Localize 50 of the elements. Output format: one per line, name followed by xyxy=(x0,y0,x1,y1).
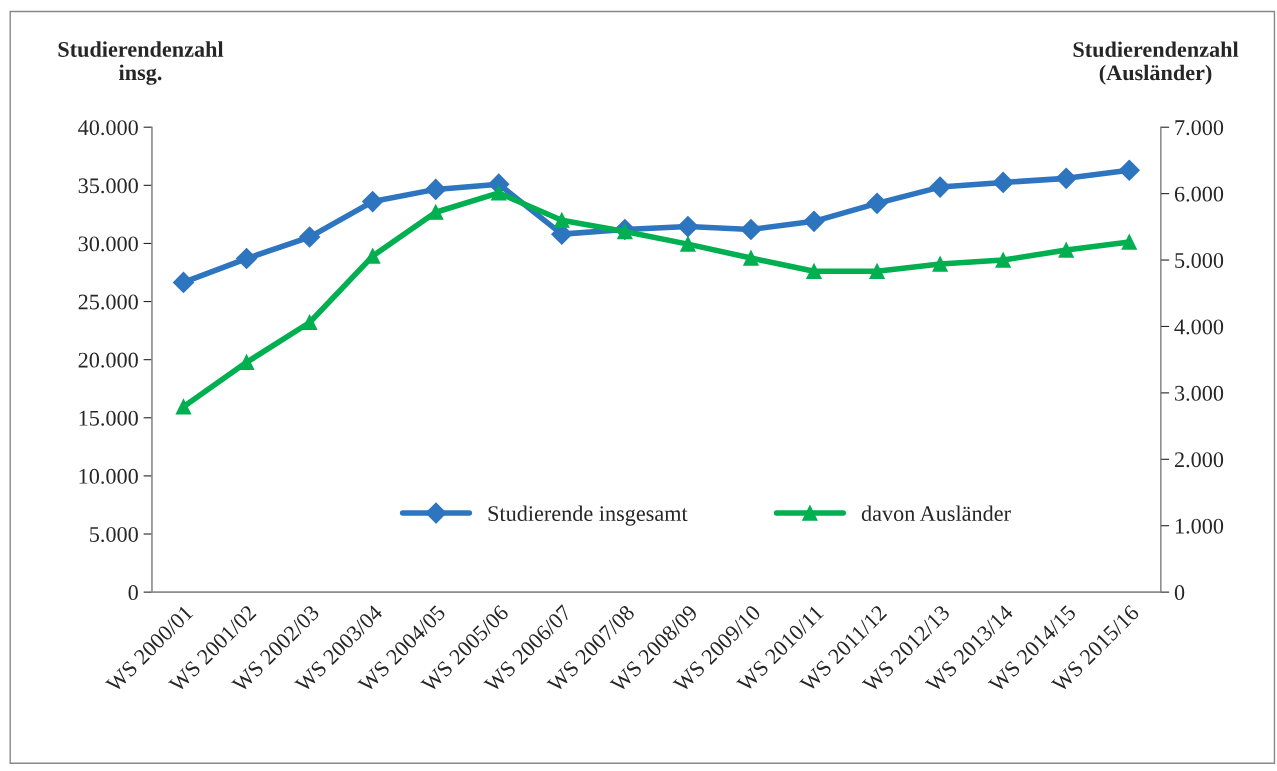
point xyxy=(932,256,948,272)
y-tick-label: 20.000 xyxy=(78,352,138,368)
point xyxy=(301,314,318,331)
point xyxy=(1058,242,1074,258)
point xyxy=(995,252,1011,268)
point xyxy=(365,248,381,264)
point xyxy=(677,216,699,238)
y-axis-title: Studierendenzahl insg. xyxy=(58,41,224,85)
point xyxy=(491,185,507,201)
point xyxy=(1055,167,1077,189)
point xyxy=(172,271,195,293)
point xyxy=(740,218,762,241)
y-tick-label: 5.000 xyxy=(90,526,138,543)
point xyxy=(1118,159,1140,181)
point xyxy=(238,354,255,370)
y2-tick-label: 3.000 xyxy=(1175,385,1224,401)
point xyxy=(869,263,885,279)
point xyxy=(299,226,321,248)
y2-axis-title: Studierendenzahl (Ausländer) xyxy=(1073,41,1239,85)
y-tick-label: 40.000 xyxy=(78,120,138,136)
point xyxy=(1121,234,1137,250)
y2-tick-label: 0 xyxy=(1174,585,1185,601)
y-tick-label: 35.000 xyxy=(78,178,138,194)
y2-tick-label: 5.000 xyxy=(1175,252,1224,269)
y2-tick-label: 6.000 xyxy=(1174,186,1224,202)
point xyxy=(803,210,825,232)
y2-tick-label: 7.000 xyxy=(1175,120,1224,136)
point xyxy=(806,263,822,279)
y-tick-label: 30.000 xyxy=(78,236,138,252)
y2-tick-label: 4.000 xyxy=(1174,319,1224,335)
y2-tick-label: 2.000 xyxy=(1174,452,1224,468)
point xyxy=(175,399,192,415)
point xyxy=(362,191,384,213)
y-tick-label: 15.000 xyxy=(79,410,138,426)
legend-label: Studierende insgesamt xyxy=(488,505,688,526)
legend-label: davon Ausländer xyxy=(861,505,1011,522)
point xyxy=(236,248,258,270)
point xyxy=(425,178,447,200)
y2-tick-label: 1.000 xyxy=(1175,518,1224,534)
point xyxy=(680,236,696,252)
point xyxy=(992,171,1014,193)
point xyxy=(554,212,570,228)
point xyxy=(866,192,888,214)
point xyxy=(617,223,633,240)
y-tick-label: 10.000 xyxy=(79,468,138,484)
point xyxy=(929,176,951,198)
y-tick-label: 0 xyxy=(128,585,138,601)
point xyxy=(743,250,759,266)
y-tick-label: 25.000 xyxy=(78,294,138,310)
point xyxy=(428,204,444,220)
